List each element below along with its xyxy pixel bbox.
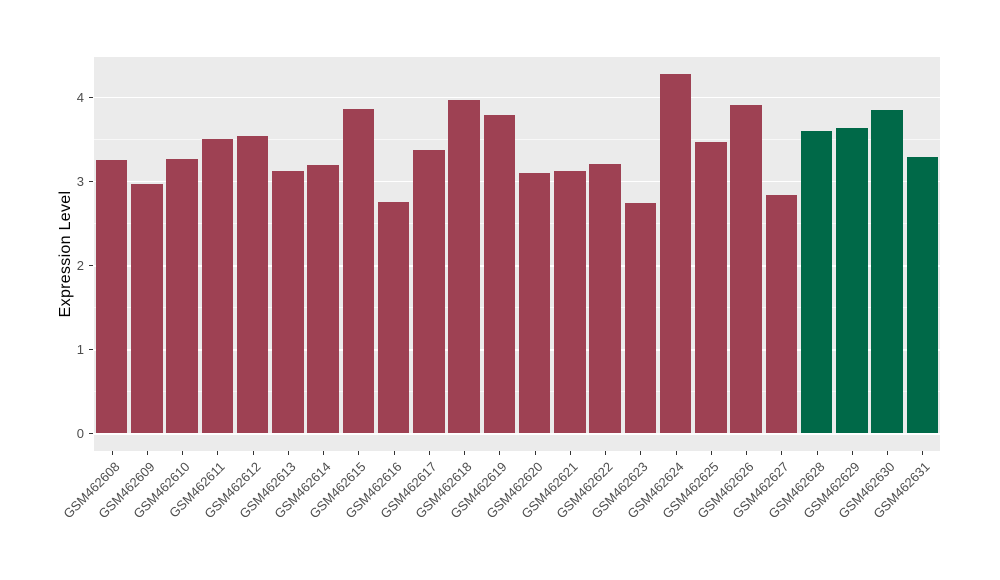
x-tick-mark [111,451,113,455]
x-tick-mark [887,451,889,455]
x-tick-mark [252,451,254,455]
bar-GSM462616 [377,201,410,433]
x-tick-mark [428,451,430,455]
major-gridline [94,349,940,351]
minor-gridline [94,391,940,393]
major-gridline [94,433,940,435]
bar-GSM462627 [765,195,798,433]
bar-GSM462630 [871,109,903,433]
y-tick-label: 2 [76,258,84,273]
y-tick-mark [89,96,93,98]
x-tick-mark [851,451,853,455]
plot-panel [94,57,940,451]
x-tick-mark [781,451,783,455]
bar-GSM462614 [307,165,339,434]
x-tick-mark [922,451,924,455]
x-tick-mark [640,451,642,455]
bar-GSM462609 [131,183,163,434]
y-axis-title: Expression Level [57,190,74,318]
x-tick-mark [182,451,184,455]
y-tick-mark [89,265,93,266]
x-tick-mark [323,451,325,455]
bar-GSM462628 [800,130,833,433]
bar-GSM462626 [730,105,762,433]
y-tick-label: 1 [76,342,84,357]
x-tick-mark [393,451,395,455]
x-tick-mark [287,451,289,455]
x-tick-mark [675,451,677,455]
y-tick-label: 3 [76,173,84,189]
minor-gridline [94,307,940,308]
bar-GSM462620 [518,172,551,434]
x-tick-mark [146,451,148,455]
bar-GSM462612 [236,135,269,433]
x-tick-mark [464,451,466,455]
x-tick-mark [710,451,712,455]
y-tick-mark [89,180,93,182]
x-tick-mark [499,451,501,455]
bar-GSM462621 [554,170,586,433]
major-gridline [94,96,940,99]
y-tick-label: 4 [76,89,84,105]
x-tick-mark [358,451,360,455]
x-tick-mark [217,451,219,455]
x-tick-mark [605,451,607,455]
minor-gridline [94,138,940,140]
bar-GSM462615 [342,108,375,433]
y-tick-mark [89,433,93,435]
major-gridline [94,265,940,267]
x-tick-mark [534,451,536,455]
bar-GSM462608 [95,159,128,433]
x-tick-mark [569,451,571,455]
y-tick-label: 0 [76,426,84,442]
bar-GSM462619 [483,115,516,434]
major-gridline [94,180,940,183]
bar-GSM462624 [659,74,692,433]
x-tick-mark [746,451,748,455]
bar-GSM462611 [201,138,234,433]
bar-GSM462622 [589,164,621,433]
bar-GSM462629 [836,128,868,433]
bar-GSM462610 [166,159,198,433]
x-tick-mark [816,451,818,455]
bar-GSM462613 [272,170,304,433]
y-tick-mark [89,349,93,350]
minor-gridline [94,223,940,224]
bar-GSM462618 [448,100,480,434]
bar-GSM462631 [906,156,939,433]
bar-GSM462625 [695,142,727,433]
bar-GSM462623 [624,202,657,433]
bar-GSM462617 [413,149,445,433]
